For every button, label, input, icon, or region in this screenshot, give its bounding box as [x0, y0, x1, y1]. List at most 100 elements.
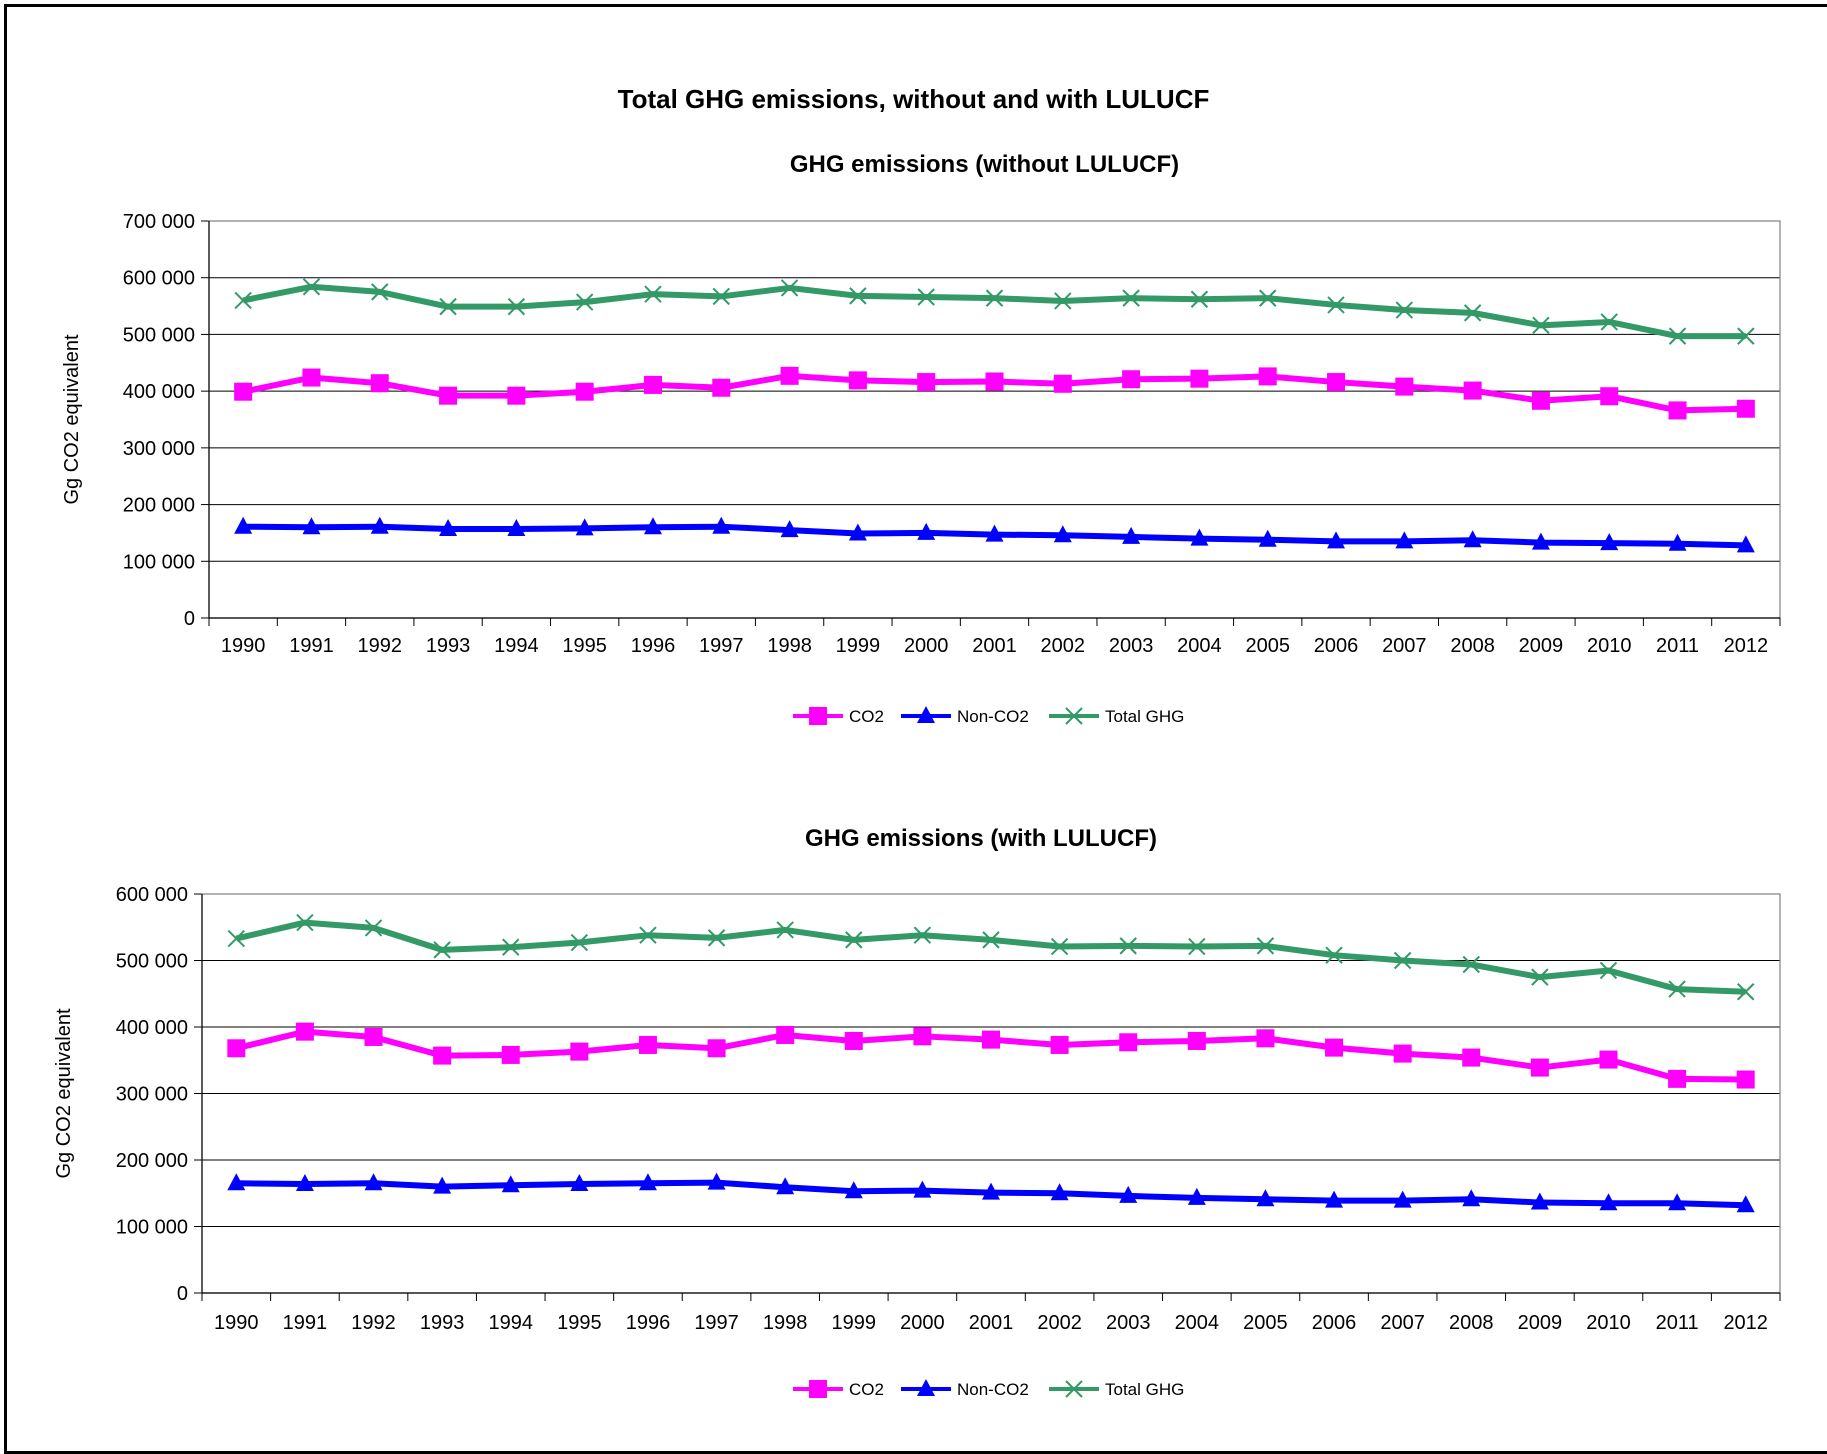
marker-stroke [1599, 961, 1618, 980]
marker-stroke [1393, 951, 1412, 970]
marker-stroke [845, 931, 863, 949]
chart-title: GHG emissions (with LULUCF) [805, 825, 1157, 852]
data-point [1187, 1187, 1206, 1205]
x-tick-label: 2007 [1382, 635, 1427, 657]
marker-stroke [364, 919, 383, 937]
data-point [1054, 292, 1072, 310]
marker-stroke [234, 291, 252, 310]
x-tick-label: 2012 [1724, 635, 1769, 657]
data-point [639, 926, 657, 944]
y-tick-label: 600 000 [116, 884, 188, 906]
data-point [302, 368, 321, 387]
data-point [1395, 301, 1414, 319]
data-point [1122, 370, 1141, 389]
legend-item: CO2 [793, 1380, 884, 1399]
data-point [433, 1176, 452, 1194]
data-point [295, 1022, 314, 1041]
data-point [1190, 369, 1209, 388]
data-point [1463, 304, 1482, 322]
data-point [570, 933, 589, 952]
data-point [712, 516, 731, 534]
data-point [1122, 289, 1140, 307]
data-point [1190, 290, 1209, 308]
data-point [1393, 1044, 1412, 1063]
x-tick-label: 2005 [1243, 1312, 1288, 1334]
y-tick-label: 300 000 [123, 438, 195, 460]
x-tick-label: 2006 [1312, 1312, 1357, 1334]
marker-stroke [1065, 707, 1083, 725]
chart-with-lulucf: GHG emissions (with LULUCF) 0 100 000 200 0… [53, 825, 1781, 1399]
data-point [982, 1030, 1000, 1049]
marker-stroke [644, 285, 662, 303]
x-tick-label: 2000 [904, 635, 949, 657]
data-point [1668, 401, 1687, 420]
data-point [643, 517, 662, 535]
x-tick-label: 2003 [1106, 1312, 1151, 1334]
data-point [364, 919, 383, 937]
data-point [1462, 1048, 1481, 1067]
data-point [295, 1173, 314, 1191]
data-point [848, 523, 867, 541]
plot-area [208, 220, 1781, 619]
data-point [917, 373, 936, 392]
data-point [1736, 399, 1755, 418]
data-point [1327, 296, 1345, 314]
data-point [707, 1172, 726, 1190]
marker-stroke [917, 288, 935, 306]
data-point [643, 375, 662, 394]
data-point [1668, 1069, 1687, 1088]
x-tick-label: 1995 [562, 635, 607, 657]
data-point [1462, 955, 1480, 974]
data-point [370, 516, 389, 534]
x-tick-label: 2008 [1450, 635, 1495, 657]
x-tick-label: 1999 [836, 635, 881, 657]
data-point [1599, 1050, 1618, 1069]
marker-stroke [227, 929, 246, 948]
data-point [439, 297, 457, 316]
legend-swatch-marker [809, 707, 827, 725]
legend-swatch-marker [917, 706, 935, 723]
legend-swatch-marker [1065, 1380, 1083, 1398]
data-point [1736, 1070, 1755, 1089]
series-non-co2 [234, 516, 1755, 553]
data-point [917, 288, 935, 306]
marker-stroke [1327, 296, 1345, 314]
chart-title: GHG emissions (without LULUCF) [790, 151, 1179, 178]
series-co2 [234, 366, 1755, 420]
marker-stroke [1532, 316, 1550, 335]
legend-label: CO2 [849, 707, 884, 726]
marker-stroke [1736, 983, 1755, 1001]
data-point [507, 518, 526, 536]
x-tick-label: 2012 [1723, 1312, 1768, 1334]
y-tick-label: 500 000 [123, 324, 195, 346]
y-tick-label: 0 [177, 1283, 188, 1305]
marker-stroke [1395, 301, 1414, 319]
x-tick-label: 2011 [1656, 635, 1699, 657]
x-tick-label: 2005 [1245, 635, 1290, 657]
data-point [776, 1177, 795, 1195]
series-non-co2 [227, 1172, 1755, 1213]
x-tick-label: 2002 [1041, 635, 1086, 657]
data-point [296, 913, 314, 932]
legend-label: Non-CO2 [957, 707, 1029, 726]
legend: CO2 Non-CO2 Total GHG [793, 706, 1184, 726]
legend-item: Total GHG [1049, 707, 1184, 726]
marker-stroke [1122, 289, 1140, 307]
data-point [1530, 1192, 1549, 1210]
x-tick-label: 2008 [1449, 1312, 1494, 1334]
data-point [1531, 391, 1550, 410]
x-tick-label: 2010 [1587, 635, 1632, 657]
x-tick-label: 2000 [900, 1312, 945, 1334]
chart-frame [4, 4, 1827, 1454]
data-point [707, 1039, 726, 1058]
x-tick-label: 1993 [426, 635, 471, 657]
data-point [1325, 1038, 1344, 1057]
x-tick-label: 1999 [832, 1312, 877, 1334]
data-point [1050, 937, 1069, 956]
marker-stroke [1600, 313, 1618, 331]
data-point [776, 1025, 795, 1044]
data-point [1462, 1189, 1481, 1207]
data-point [644, 285, 662, 303]
y-axis-label: Gg CO2 equivalent [61, 334, 83, 505]
x-tick-label: 2011 [1656, 1312, 1699, 1334]
